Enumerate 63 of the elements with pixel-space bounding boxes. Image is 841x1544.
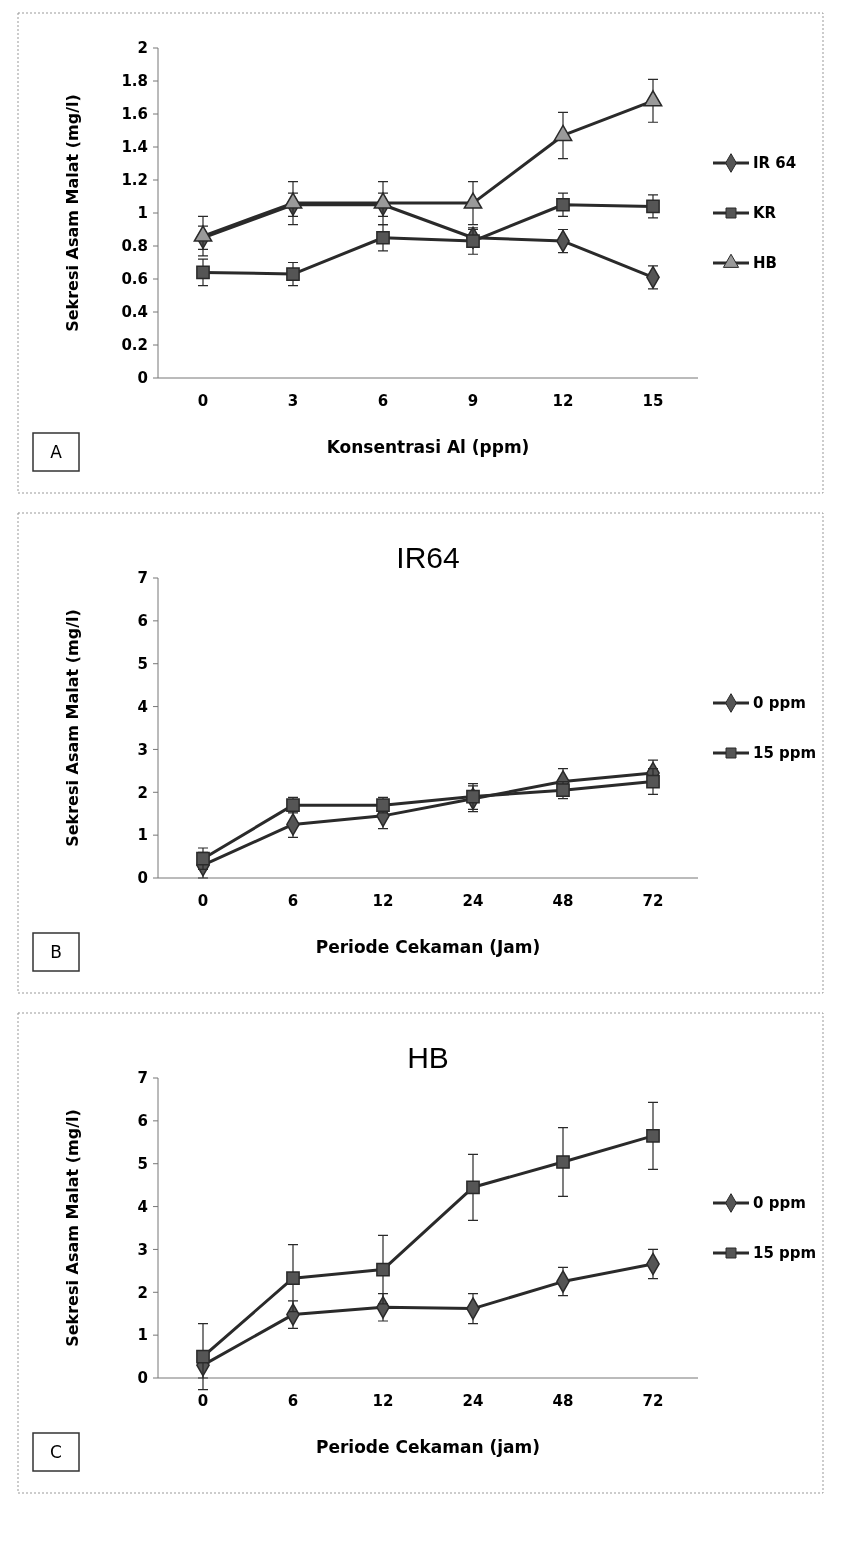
- y-tick-label: 6: [137, 1112, 148, 1131]
- x-tick-label: 24: [462, 892, 484, 910]
- y-tick-label: 0.6: [121, 270, 148, 289]
- y-tick-label: 2: [137, 1283, 148, 1302]
- legend-label: 0 ppm: [753, 694, 806, 713]
- y-tick-label: 0.8: [121, 237, 148, 256]
- y-tick-label: 0: [137, 869, 148, 888]
- y-tick-label: 1: [137, 826, 148, 845]
- y-tick-label: 0.4: [121, 303, 148, 322]
- y-tick-label: 2: [137, 39, 148, 58]
- x-tick-label: 48: [552, 892, 574, 910]
- x-tick-label: 24: [462, 1392, 484, 1410]
- y-tick-label: 7: [137, 1069, 148, 1088]
- y-axis-title: Sekresi Asam Malat (mg/l): [63, 94, 82, 332]
- text: C: [50, 1441, 62, 1462]
- y-tick-label: 7: [137, 569, 148, 588]
- x-tick-label: 9: [467, 392, 479, 410]
- y-tick-label: 1: [137, 1326, 148, 1345]
- x-tick-label: 0: [197, 892, 209, 910]
- text: B: [50, 941, 62, 962]
- text: A: [50, 441, 63, 462]
- y-tick-label: 1.6: [121, 105, 148, 124]
- x-tick-label: 3: [287, 392, 299, 410]
- legend-label: IR 64: [753, 154, 797, 173]
- x-tick-label: 12: [552, 392, 574, 410]
- y-tick-label: 2: [137, 783, 148, 802]
- x-tick-label: 6: [377, 392, 389, 410]
- y-axis-title: Sekresi Asam Malat (mg/l): [63, 609, 82, 847]
- x-tick-label: 12: [372, 1392, 394, 1410]
- chart-title: IR64: [396, 541, 460, 574]
- x-axis-title: Periode Cekaman (Jam): [315, 937, 541, 957]
- x-tick-label: 12: [372, 892, 394, 910]
- x-tick-label: 48: [552, 1392, 574, 1410]
- x-tick-label: 72: [642, 1392, 664, 1410]
- x-tick-label: 15: [642, 392, 664, 410]
- x-axis-title: Periode Cekaman (jam): [315, 1437, 541, 1457]
- legend-label: 0 ppm: [753, 1194, 806, 1213]
- y-tick-label: 0: [137, 1369, 148, 1388]
- y-axis-title: Sekresi Asam Malat (mg/l): [63, 1109, 82, 1347]
- legend-label: KR: [753, 204, 777, 223]
- y-tick-label: 5: [137, 654, 148, 673]
- y-tick-label: 6: [137, 612, 148, 631]
- legend-label: 15 ppm: [753, 744, 817, 763]
- x-axis-title: Konsentrasi Al (ppm): [326, 437, 530, 457]
- x-tick-label: 72: [642, 892, 664, 910]
- y-tick-label: 1.4: [121, 138, 148, 157]
- y-tick-label: 4: [137, 697, 148, 716]
- y-tick-label: 0.2: [121, 336, 148, 355]
- y-tick-label: 5: [137, 1154, 148, 1173]
- y-tick-label: 1.2: [121, 171, 148, 190]
- legend-label: 15 ppm: [753, 1244, 817, 1263]
- y-tick-label: 0: [137, 369, 148, 388]
- x-tick-label: 0: [197, 392, 209, 410]
- y-tick-label: 1.8: [121, 72, 148, 91]
- y-tick-label: 3: [137, 1240, 148, 1259]
- legend-label: HB: [753, 254, 777, 273]
- y-tick-label: 4: [137, 1197, 148, 1216]
- y-tick-label: 1: [137, 204, 148, 223]
- chart-title: HB: [407, 1041, 449, 1074]
- x-tick-label: 6: [287, 892, 299, 910]
- x-tick-label: 6: [287, 1392, 299, 1410]
- x-tick-label: 0: [197, 1392, 209, 1410]
- y-tick-label: 3: [137, 740, 148, 759]
